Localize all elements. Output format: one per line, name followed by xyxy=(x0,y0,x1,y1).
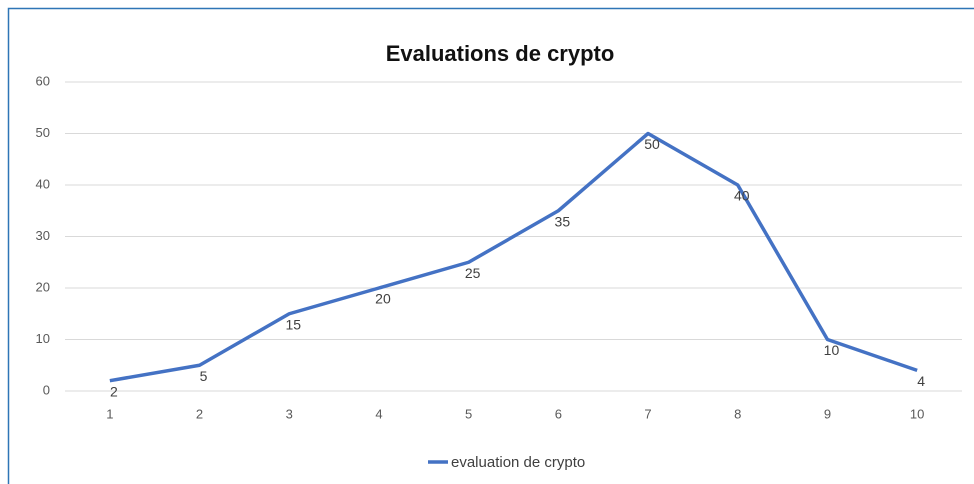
data-label: 25 xyxy=(465,265,481,281)
series-line xyxy=(109,131,918,383)
legend-label: evaluation de crypto xyxy=(451,454,585,471)
y-tick-label: 40 xyxy=(36,176,50,191)
y-tick-label: 20 xyxy=(36,279,50,294)
y-tick-label: 30 xyxy=(36,228,50,243)
data-label: 40 xyxy=(734,188,750,204)
x-tick-label: 6 xyxy=(555,406,562,421)
x-tick-label: 9 xyxy=(824,406,831,421)
x-tick-label: 4 xyxy=(375,406,382,421)
data-label: 5 xyxy=(200,368,208,384)
x-tick-label: 8 xyxy=(734,406,741,421)
y-tick-label: 60 xyxy=(36,73,50,88)
data-label: 15 xyxy=(285,316,301,332)
data-label: 20 xyxy=(375,291,391,307)
x-tick-label: 5 xyxy=(465,406,472,421)
y-tick-label: 0 xyxy=(43,382,50,397)
y-tick-label: 10 xyxy=(36,331,50,346)
data-label: 2 xyxy=(110,383,118,399)
y-tick-label: 50 xyxy=(36,125,50,140)
data-label: 4 xyxy=(917,373,925,389)
data-label: 50 xyxy=(644,136,660,152)
data-label: 35 xyxy=(555,213,571,229)
x-tick-label: 1 xyxy=(106,406,113,421)
x-tick-label: 10 xyxy=(910,406,924,421)
x-tick-label: 2 xyxy=(196,406,203,421)
chart-frame xyxy=(7,7,974,484)
data-label: 10 xyxy=(824,342,840,358)
x-tick-label: 7 xyxy=(644,406,651,421)
x-tick-label: 3 xyxy=(286,406,293,421)
chart-title: Evaluations de crypto xyxy=(386,41,615,66)
